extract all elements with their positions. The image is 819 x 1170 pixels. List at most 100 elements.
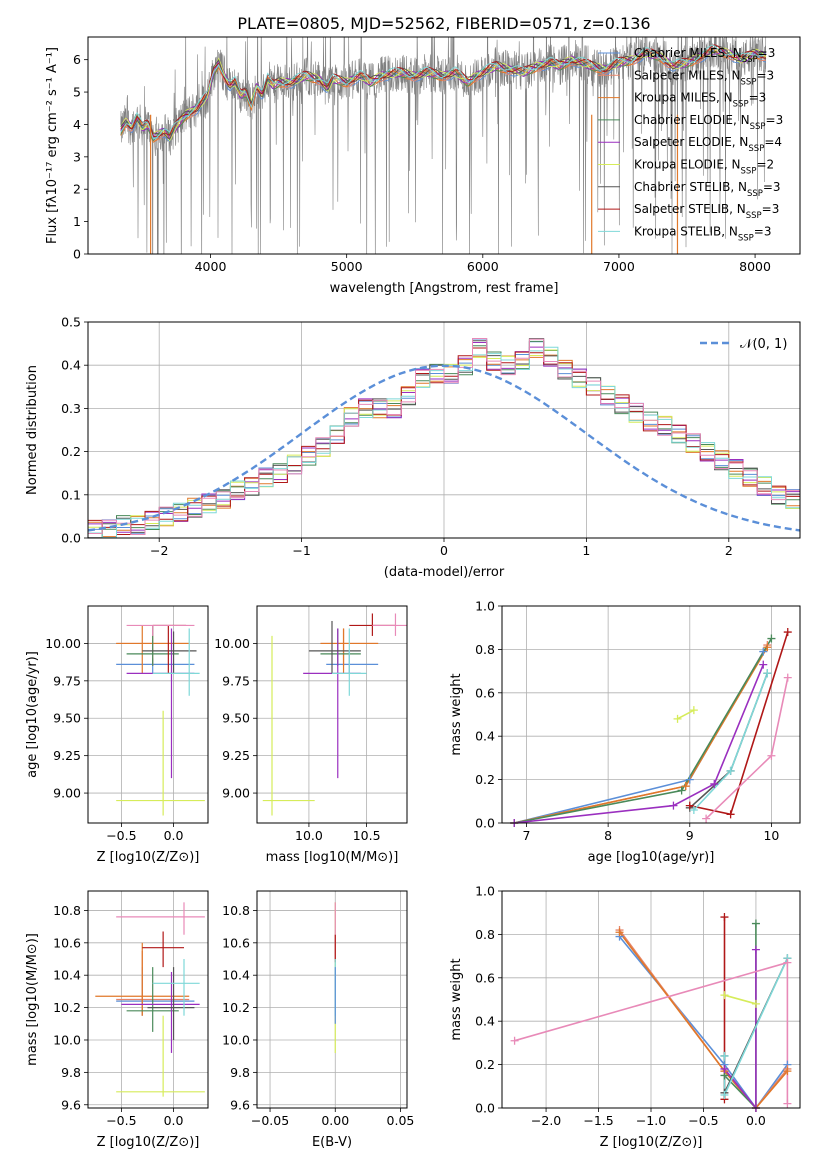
series-marker bbox=[783, 1067, 792, 1076]
y-tick-label: 9.75 bbox=[53, 673, 81, 688]
x-tick-label: −1.0 bbox=[636, 1113, 666, 1128]
y-tick-label: 0.5 bbox=[61, 315, 81, 330]
y-tick-label: 9.6 bbox=[61, 1097, 81, 1112]
y-axis-label: mass weight bbox=[449, 958, 464, 1040]
gaussian-curve bbox=[88, 364, 800, 532]
series-marker bbox=[685, 775, 694, 784]
y-tick-label: 9.8 bbox=[230, 1065, 250, 1080]
panel-massweight-vs-age: 7 8 9 10 0.0 0.2 0.4 0.6 0.8 1.0 age [log10(age/yr… bbox=[449, 599, 801, 865]
x-axis-label: age [log10(age/yr)] bbox=[588, 850, 715, 865]
x-tick-label: 0.0 bbox=[164, 828, 184, 843]
y-tick-label: 0.4 bbox=[475, 729, 495, 744]
y-tick-label: 0.2 bbox=[61, 444, 81, 459]
y-tick-label: 0.8 bbox=[475, 642, 495, 657]
legend-label: Kroupa MILES, NSSP=3 bbox=[634, 91, 766, 110]
y-tick-label: 0.0 bbox=[61, 531, 81, 546]
x-tick-label: 0.0 bbox=[164, 1113, 184, 1128]
y-axis-label: mass [log10(M/M⊙)] bbox=[25, 933, 40, 1066]
y-tick-label: 5 bbox=[73, 85, 81, 100]
x-tick-label: 9 bbox=[686, 828, 694, 843]
y-tick-label: 10.0 bbox=[53, 1032, 81, 1047]
x-axis-label: wavelength [Angstrom, rest frame] bbox=[330, 281, 559, 296]
x-tick-label: 6000 bbox=[467, 259, 499, 274]
legend-label: Chabrier ELODIE, NSSP=3 bbox=[634, 113, 783, 132]
histogram-step-line bbox=[88, 338, 800, 538]
y-tick-label: 1.0 bbox=[475, 599, 495, 614]
axes-frame bbox=[256, 890, 408, 1109]
y-tick-label: 10.0 bbox=[222, 1032, 250, 1047]
x-tick-label: −0.05 bbox=[251, 1113, 289, 1128]
panel-spectrum: 4000 5000 6000 7000 8000 0 1 2 3 4 5 6 wavelength [A… bbox=[45, 36, 801, 296]
axes-frame bbox=[501, 890, 801, 1109]
series-marker bbox=[669, 801, 678, 810]
y-tick-label: 10.4 bbox=[222, 968, 250, 983]
y-tick-label: 9.8 bbox=[61, 1065, 81, 1080]
legend-label: Salpeter MILES, NSSP=3 bbox=[634, 68, 774, 87]
series-marker bbox=[783, 958, 792, 967]
series-line bbox=[677, 709, 695, 720]
x-axis-label: mass [log10(M/M⊙)] bbox=[266, 850, 399, 865]
y-tick-label: 10.4 bbox=[53, 968, 81, 983]
legend-label: Salpeter STELIB, NSSP=3 bbox=[634, 202, 779, 221]
plot-area bbox=[262, 613, 407, 816]
series-marker bbox=[726, 766, 735, 775]
y-tick-label: 0.0 bbox=[475, 816, 495, 831]
x-tick-label: 2 bbox=[725, 543, 733, 558]
series-marker bbox=[783, 1099, 792, 1108]
series-marker bbox=[615, 928, 624, 937]
series-marker bbox=[510, 1036, 519, 1045]
axes-frame bbox=[87, 890, 209, 1109]
histogram-step-line bbox=[88, 340, 800, 538]
x-tick-label: 8 bbox=[604, 828, 612, 843]
axes-frame bbox=[501, 605, 801, 824]
series-marker bbox=[751, 919, 760, 928]
series-marker bbox=[689, 706, 698, 715]
panel-age-vs-mass: 10.0 10.5 9.00 9.25 9.50 9.75 10.00 mass [log10… bbox=[214, 605, 408, 865]
y-tick-label: 10.8 bbox=[53, 903, 81, 918]
legend-label: Chabrier STELIB, NSSP=3 bbox=[634, 180, 781, 199]
x-tick-label: 0.05 bbox=[387, 1113, 415, 1128]
y-tick-label: 9.50 bbox=[53, 711, 81, 726]
series-marker bbox=[767, 751, 776, 760]
series-marker bbox=[767, 634, 776, 643]
x-tick-label: 8000 bbox=[739, 259, 771, 274]
axes-frame bbox=[256, 605, 408, 824]
y-tick-label: 0.8 bbox=[475, 927, 495, 942]
panel-massweight-vs-Z: −2.0 −1.5 −1.0 −0.5 0.0 0.0 0.2 0.4 0.6 0.8 1.0 Z [… bbox=[449, 884, 801, 1150]
series-marker bbox=[689, 805, 698, 814]
series-marker bbox=[763, 643, 772, 652]
x-tick-label: 0.0 bbox=[746, 1113, 766, 1128]
x-tick-label: −0.5 bbox=[106, 828, 136, 843]
x-tick-label: 4000 bbox=[195, 259, 227, 274]
plot-area bbox=[120, 37, 767, 254]
axes-frame bbox=[87, 605, 209, 824]
legend-label-gaussian: 𝒩(0, 1) bbox=[740, 337, 787, 352]
series-line bbox=[724, 994, 757, 1005]
x-tick-label: 0.00 bbox=[321, 1113, 349, 1128]
x-axis-label: Z [log10(Z/Z⊙)] bbox=[97, 850, 200, 865]
series-marker bbox=[763, 669, 772, 678]
plot-area bbox=[95, 902, 205, 1097]
y-tick-label: 0.2 bbox=[475, 772, 495, 787]
y-axis-label: Flux [fλ10⁻¹⁷ erg cm⁻² s⁻¹ A⁻¹] bbox=[45, 47, 60, 244]
series-marker bbox=[685, 801, 694, 810]
y-tick-label: 9.25 bbox=[222, 748, 250, 763]
y-tick-label: 10.00 bbox=[45, 636, 81, 651]
x-tick-label: 10.5 bbox=[353, 828, 381, 843]
y-tick-label: 4 bbox=[73, 117, 81, 132]
series-marker bbox=[751, 999, 760, 1008]
x-axis-label: Z [log10(Z/Z⊙)] bbox=[97, 1135, 200, 1150]
x-tick-label: −0.5 bbox=[688, 1113, 718, 1128]
series-marker bbox=[710, 779, 719, 788]
figure-title: PLATE=0805, MJD=52562, FIBERID=0571, z=0… bbox=[237, 14, 650, 33]
plot-area bbox=[116, 624, 205, 816]
y-tick-label: 0.6 bbox=[475, 970, 495, 985]
x-tick-label: 10 bbox=[763, 828, 779, 843]
model-line-chabrier-stelib bbox=[120, 45, 767, 141]
histogram-step-line bbox=[88, 338, 800, 535]
y-tick-label: 9.25 bbox=[53, 748, 81, 763]
legend-label: Salpeter ELODIE, NSSP=4 bbox=[634, 135, 782, 154]
x-axis-label: E(B-V) bbox=[312, 1135, 352, 1150]
y-tick-label: 9.6 bbox=[230, 1097, 250, 1112]
